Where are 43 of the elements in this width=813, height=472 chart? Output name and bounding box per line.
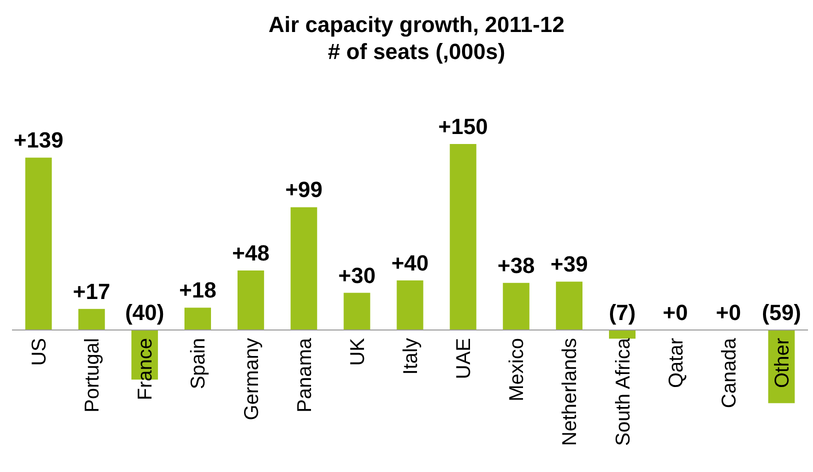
chart-title: Air capacity growth, 2011-12 — [268, 12, 564, 37]
bar — [344, 292, 370, 330]
bar — [396, 280, 424, 330]
x-tick-label: UAE — [453, 338, 476, 380]
data-label: +139 — [14, 128, 64, 153]
x-tick-label: Mexico — [506, 338, 528, 402]
x-tick-label: Canada — [718, 337, 740, 408]
bar — [238, 270, 264, 330]
data-label: (59) — [762, 300, 802, 325]
x-tick-label: US — [28, 338, 51, 366]
x-tick-label: Spain — [188, 338, 210, 390]
x-tick-label: Qatar — [665, 338, 688, 388]
bar — [290, 207, 318, 330]
x-tick-label: Panama — [294, 337, 316, 412]
bar — [450, 144, 476, 330]
data-label: +39 — [550, 252, 588, 277]
bar — [184, 308, 211, 330]
data-label: +18 — [179, 278, 216, 303]
data-label: +38 — [497, 252, 535, 278]
data-label: +40 — [391, 250, 429, 276]
data-label: +150 — [438, 114, 488, 139]
x-tick-label: Portugal — [82, 338, 104, 412]
data-label: +30 — [338, 262, 376, 288]
x-tick-label: South Africa — [612, 337, 634, 446]
bar — [25, 158, 52, 330]
data-label: (40) — [125, 300, 164, 325]
data-label: +0 — [662, 300, 688, 325]
x-tick-label: Italy — [400, 338, 422, 375]
bar — [556, 282, 582, 330]
x-tick-label: Netherlands — [559, 338, 582, 446]
data-label: +48 — [232, 240, 270, 266]
bar — [78, 308, 105, 330]
bar — [609, 330, 636, 339]
data-label: (7) — [608, 300, 636, 325]
bar — [502, 282, 530, 330]
data-label: +17 — [72, 278, 110, 304]
data-label: +99 — [285, 177, 323, 202]
data-label: +0 — [716, 300, 741, 325]
x-tick-label: Germany — [240, 338, 263, 420]
x-tick-label: Other — [771, 338, 794, 388]
x-tick-label: France — [134, 338, 157, 400]
x-tick-label: UK — [346, 337, 369, 366]
chart-subtitle: # of seats (,000s) — [328, 39, 506, 64]
